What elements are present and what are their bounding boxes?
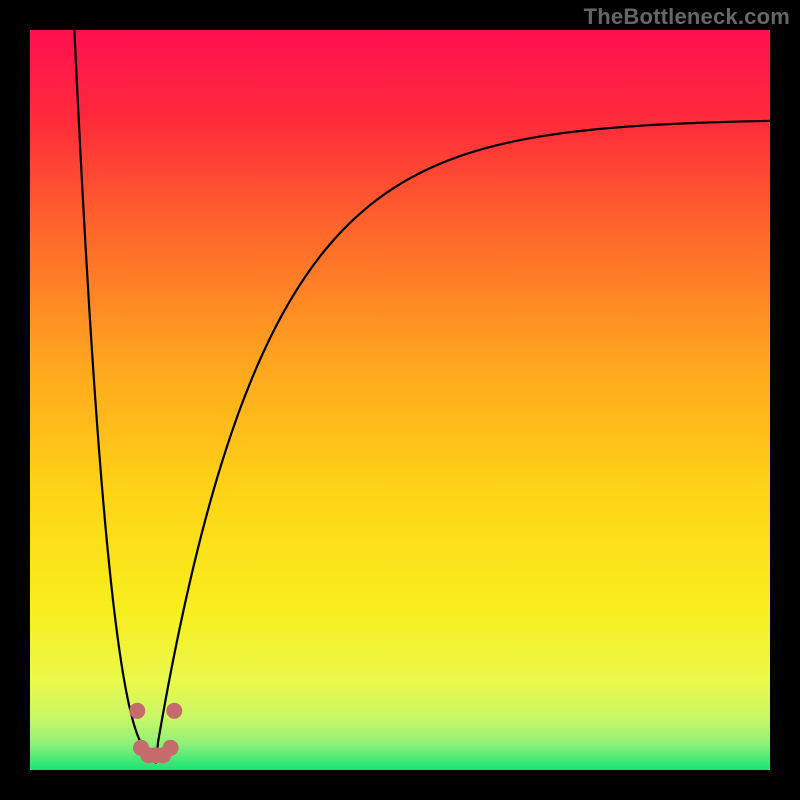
chart-container: TheBottleneck.com bbox=[0, 0, 800, 800]
bottleneck-curve-chart bbox=[0, 0, 800, 800]
